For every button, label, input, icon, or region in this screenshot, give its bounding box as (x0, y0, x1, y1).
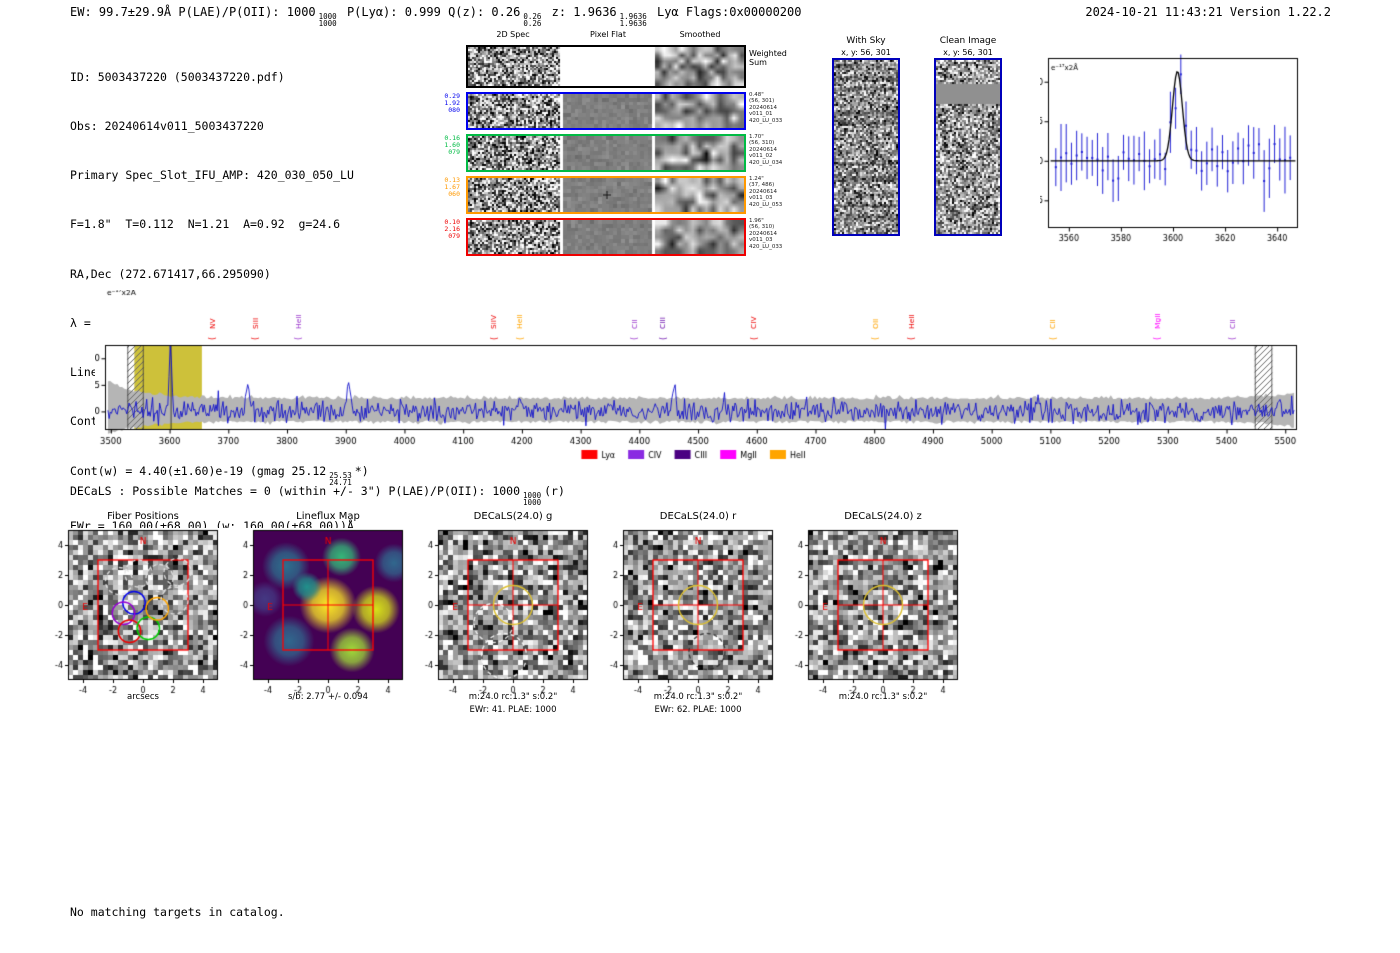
weighted-sum-label: Weighted Sum (749, 49, 787, 67)
2d-spec-row-1-image (468, 94, 744, 128)
cutout-title-1: Lineflux Map (296, 511, 360, 522)
cutout-xlabel-3: m:24.0 rc:1.3" s:0.2" (653, 692, 743, 702)
strip-row-1-left-label: 0.29 1.92 080 (444, 92, 460, 115)
info-obs: Obs: 20240614v011_5003437220 (70, 119, 264, 134)
column-header-smoothed: Smoothed (679, 30, 721, 39)
decals-plae-fraction: 1000 1000 (523, 491, 542, 507)
header-ew-plae: EW: 99.7±29.9Å P(LAE)/P(OII): 1000 (70, 5, 316, 19)
column-header-pixel-flat: Pixel Flat (590, 30, 626, 39)
2d-spec-row-1 (466, 92, 746, 130)
weighted-sum-image (468, 47, 744, 86)
info-id: ID: 5003437220 (5003437220.pdf) (70, 69, 285, 84)
cutout-xlabel-2: m:24.0 rc:1.3" s:0.2" (468, 692, 558, 702)
header-timestamp-version: 2024-10-21 11:43:21 Version 1.22.2 (1085, 5, 1331, 19)
footer-no-match: No matching targets in catalog. (70, 905, 285, 919)
info-radec: RA,Dec (272.671417,66.295090) (70, 266, 271, 281)
with-sky-title: With Sky (846, 36, 886, 46)
cutout-sublabel-2: EWr: 41. PLAE: 1000 (469, 705, 557, 715)
header-redshift: z: 1.9636 (551, 5, 617, 19)
clean-image-xy: x, y: 56, 301 (943, 48, 993, 57)
decals-r-cutout (595, 528, 785, 698)
cutout-title-3: DECaLS(24.0) r (659, 511, 737, 522)
2d-spec-row-2 (466, 134, 746, 172)
clean-image-title: Clean Image (939, 36, 997, 46)
info-seeing: F=1.8" T=0.112 N=1.21 A=0.92 g=24.6 (70, 217, 341, 232)
strip-row-1-right-label: 0.48" (56, 301) 20240614 v011_01 420_LU_033 (749, 92, 783, 124)
2d-spec-row-3 (466, 176, 746, 214)
full-spectrum-chart (95, 290, 1310, 465)
with-sky-xy: x, y: 56, 301 (841, 48, 891, 57)
line-fit-zoom-chart (1040, 50, 1310, 245)
strip-row-3-right-label: 1.24" (37, 486) 20240614 v011_03 420_LU_053 (749, 176, 783, 208)
strip-row-2-right-label: 1.70" (56, 310) 20240614 v011_02 420_LU_034 (749, 134, 783, 166)
lineflux-map-cutout (225, 528, 415, 698)
fiber-positions-cutout (40, 528, 230, 698)
2d-spec-row-2-image (468, 136, 744, 170)
decals-matches-header: DECaLS : Possible Matches = 0 (within +/… (70, 484, 565, 507)
with-sky-image-frame (832, 58, 900, 236)
info-cont-w: Cont(w) = 4.40(±1.60)e-19 (gmag 25.12 25.… (70, 463, 369, 487)
weighted-sum-strip (466, 45, 746, 88)
2d-spec-row-3-image (468, 178, 744, 212)
cutout-sublabel-3: EWr: 62. PLAE: 1000 (654, 705, 742, 715)
cutout-xlabel-1: s/b: 2.77 +/- 0.094 (288, 692, 368, 702)
strip-row-4-right-label: 1.96" (56, 310) 20240614 v011_03 420_LU_033 (749, 218, 783, 250)
decals-z-cutout (780, 528, 970, 698)
strip-row-2-left-label: 0.16 1.60 079 (444, 134, 460, 157)
cutout-title-0: Fiber Positions (107, 511, 179, 522)
cutout-xlabel-4: m:24.0 rc:1.3" s:0.2" (838, 692, 928, 702)
column-header-2d-spec: 2D Spec (496, 30, 530, 39)
with-sky-image (834, 60, 898, 234)
2d-spec-row-4 (466, 218, 746, 256)
footer-blank-row: Row intentionally blank. (70, 952, 285, 953)
cutout-xlabel-0: arcsecs (127, 692, 159, 702)
gmag-range-fraction: 25.53 24.71 (329, 470, 352, 487)
cutout-title-2: DECaLS(24.0) g (473, 511, 553, 522)
decals-g-cutout (410, 528, 600, 698)
header-summary: EW: 99.7±29.9Å P(LAE)/P(OII): 1000 1000 10… (70, 5, 801, 27)
z-range-fraction: 1.9636 1.9636 (619, 12, 647, 28)
clean-image-frame (934, 58, 1002, 236)
2d-spec-row-4-image (468, 220, 744, 254)
plae-range-fraction: 1000 1000 (318, 12, 337, 28)
footer-notes: No matching targets in catalog. Row inte… (70, 874, 285, 953)
cutout-title-4: DECaLS(24.0) z (844, 511, 922, 522)
strip-row-4-left-label: 0.10 2.16 079 (444, 218, 460, 241)
clean-image (936, 60, 1000, 234)
header-flags: Lyα Flags:0x00000200 (656, 5, 802, 19)
header-plya-qz: P(Lyα): 0.999 Q(z): 0.26 (346, 5, 521, 19)
qz-range-fraction: 0.26 0.26 (523, 12, 542, 28)
info-primary-ifu: Primary Spec_Slot_IFU_AMP: 420_030_050_L… (70, 168, 354, 183)
strip-row-3-left-label: 0.13 1.67 060 (444, 176, 460, 199)
